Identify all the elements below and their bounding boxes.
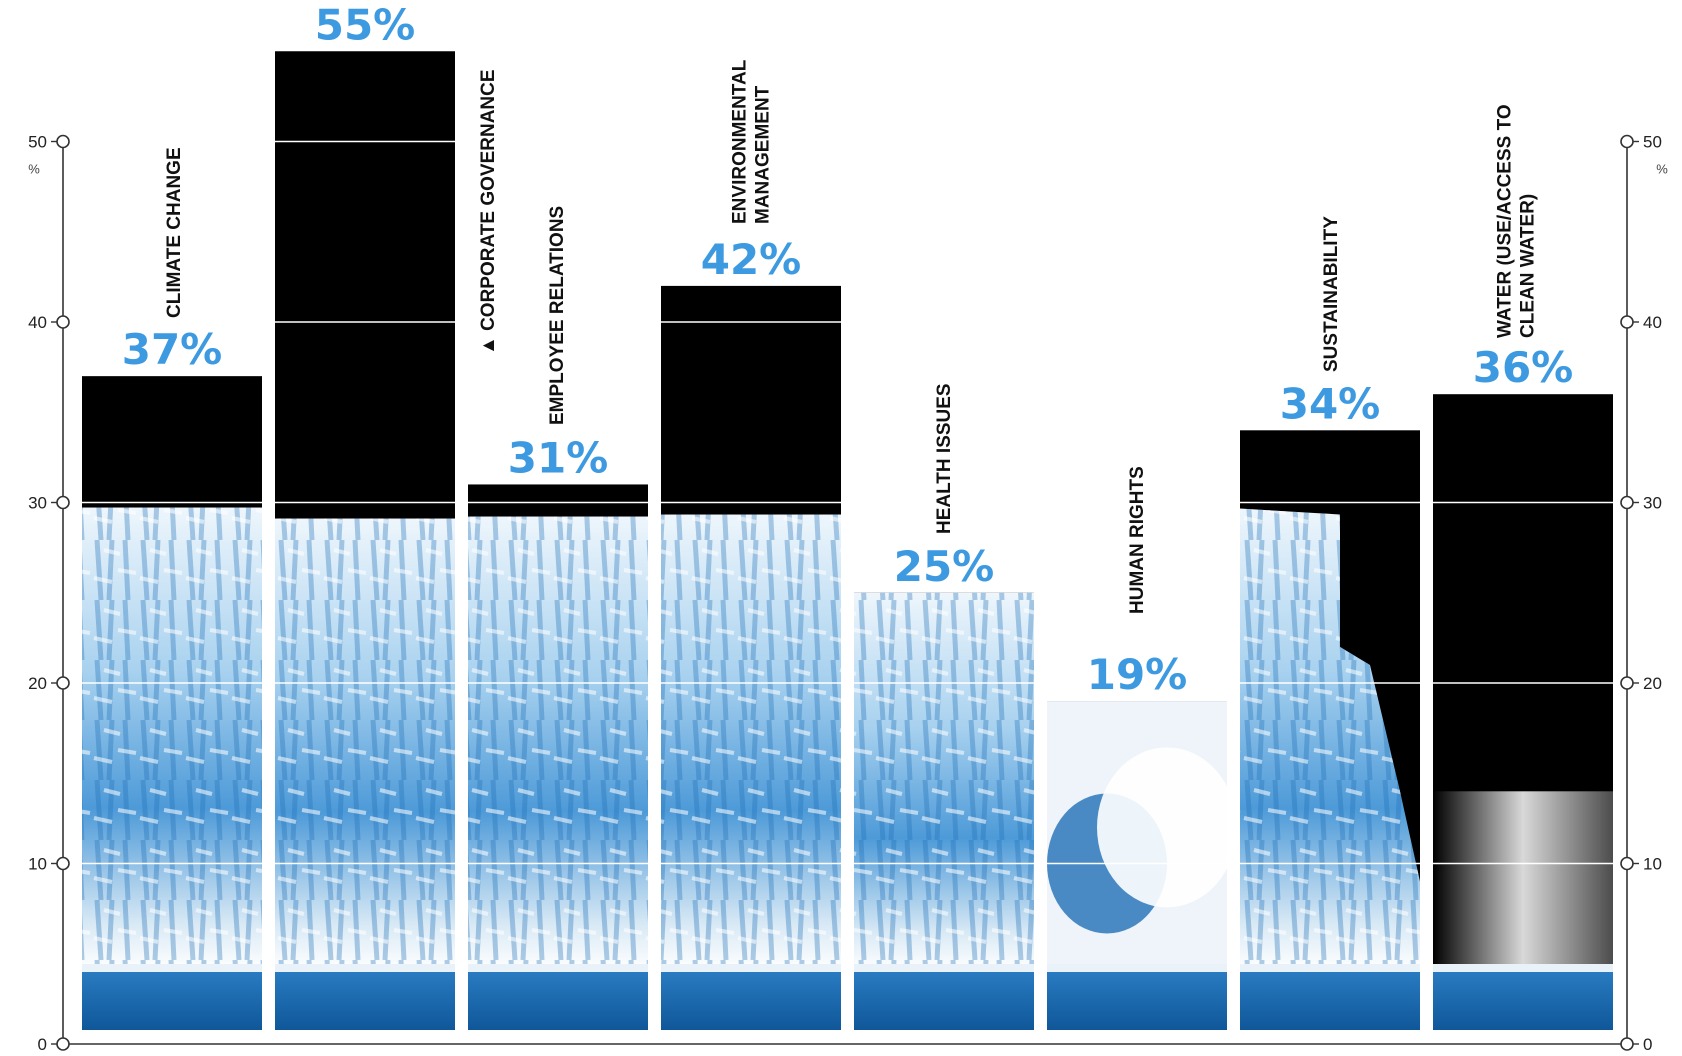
water-band	[82, 970, 262, 1030]
category-label-line: WATER (USE/ACCESS TO	[1495, 104, 1516, 338]
tick-marker-left-0	[56, 1037, 70, 1051]
ice-edge	[854, 964, 1034, 972]
bar-7	[1240, 430, 1420, 1030]
value-label: 34%	[1280, 379, 1381, 428]
axes	[51, 134, 1639, 1051]
y-tick-label-left: 40	[28, 313, 47, 332]
ice-edge	[1240, 964, 1420, 972]
tick-marker-right-20	[1620, 676, 1634, 690]
category-label-line: EMPLOYEE RELATIONS	[547, 206, 568, 425]
category-label: EMPLOYEE RELATIONS	[547, 206, 568, 425]
water-band	[1433, 970, 1613, 1030]
water-band	[275, 970, 455, 1030]
value-label: 31%	[508, 433, 609, 482]
category-label: ▲ CORPORATE GOVERNANCE	[478, 69, 499, 355]
water-band	[1047, 970, 1227, 1030]
category-label: CLIMATE CHANGE	[164, 147, 185, 318]
category-label: HEALTH ISSUES	[934, 383, 955, 534]
tick-marker-right-50	[1620, 134, 1634, 149]
y-tick-label-right: 50	[1643, 133, 1662, 152]
value-label: 42%	[701, 235, 802, 284]
value-label: 37%	[122, 325, 223, 374]
tick-marker-left-50	[56, 134, 70, 149]
bar-4	[661, 285, 841, 1030]
y-tick-label-left: 50	[28, 133, 47, 152]
category-label: ENVIRONMENTAL MANAGEMENT	[730, 59, 774, 224]
tick-marker-left-20	[56, 676, 70, 690]
water-band	[661, 970, 841, 1030]
category-label: WATER (USE/ACCESS TO CLEAN WATER)	[1495, 104, 1539, 338]
water-band	[1240, 970, 1420, 1030]
ice-edge	[468, 964, 648, 972]
bar-1	[82, 376, 262, 1030]
category-label: HUMAN RIGHTS	[1127, 466, 1148, 614]
ice-texture	[854, 592, 1034, 970]
y-unit-label-right: %	[1656, 162, 1668, 177]
value-label: 55%	[315, 0, 416, 49]
y-tick-label-left: 10	[28, 855, 47, 874]
ice-texture	[661, 514, 841, 970]
ice-edge	[275, 964, 455, 972]
tick-marker-right-10	[1620, 856, 1634, 871]
tick-marker-left-10	[56, 856, 70, 871]
category-label-line: HUMAN RIGHTS	[1127, 466, 1148, 614]
y-tick-label-left: 20	[28, 674, 47, 693]
y-tick-label-right: 10	[1643, 855, 1662, 874]
bar-8	[1433, 394, 1613, 1030]
ice-edge	[82, 964, 262, 972]
tick-marker-left-40	[56, 315, 70, 329]
ice-edge	[1433, 964, 1613, 972]
ice-mist	[1433, 791, 1613, 970]
water-band	[854, 970, 1034, 1030]
value-label: 36%	[1473, 343, 1574, 392]
bars	[82, 51, 1613, 1030]
bar-6	[1047, 701, 1237, 1030]
bar-3	[468, 484, 648, 1030]
category-label: SUSTAINABILITY	[1321, 216, 1342, 372]
ice-edge	[661, 964, 841, 972]
gridlines	[82, 140, 1613, 865]
bar-2	[275, 51, 455, 1030]
ice-texture	[275, 518, 455, 970]
tick-marker-left-30	[56, 495, 70, 510]
tick-marker-right-30	[1620, 495, 1634, 510]
ice-texture	[82, 507, 262, 970]
value-label: 25%	[894, 542, 995, 591]
y-tick-label-right: 20	[1643, 674, 1662, 693]
water-band	[468, 970, 648, 1030]
tick-marker-right-40	[1620, 315, 1634, 329]
category-label-line: CLEAN WATER)	[1518, 194, 1539, 338]
ice-mist	[1097, 747, 1237, 908]
tick-marker-right-0	[1620, 1037, 1634, 1051]
category-label-line: HEALTH ISSUES	[934, 383, 955, 534]
bar-5	[854, 592, 1034, 1030]
y-tick-label-right: 0	[1643, 1035, 1652, 1054]
ice-edge	[1047, 964, 1227, 972]
y-tick-label-right: 30	[1643, 494, 1662, 513]
y-tick-label-left: 30	[28, 494, 47, 513]
y-unit-label-left: %	[28, 162, 40, 177]
y-tick-label-left: 0	[38, 1035, 47, 1054]
category-label-line: MANAGEMENT	[753, 85, 774, 224]
ice-texture	[468, 516, 648, 970]
y-tick-label-right: 40	[1643, 313, 1662, 332]
category-label-line: CLIMATE CHANGE	[164, 147, 185, 318]
category-label-line: ENVIRONMENTAL	[730, 59, 751, 224]
category-label-line: SUSTAINABILITY	[1321, 216, 1342, 372]
value-label: 19%	[1087, 650, 1188, 699]
category-label-line: ▲ CORPORATE GOVERNANCE	[478, 69, 499, 355]
ice-texture	[1240, 508, 1420, 970]
labels: 0 0 10 10 20 20 30 30 40 40 50 50% % 37% 55% 31% 42% 25% 1…	[28, 0, 1668, 1054]
